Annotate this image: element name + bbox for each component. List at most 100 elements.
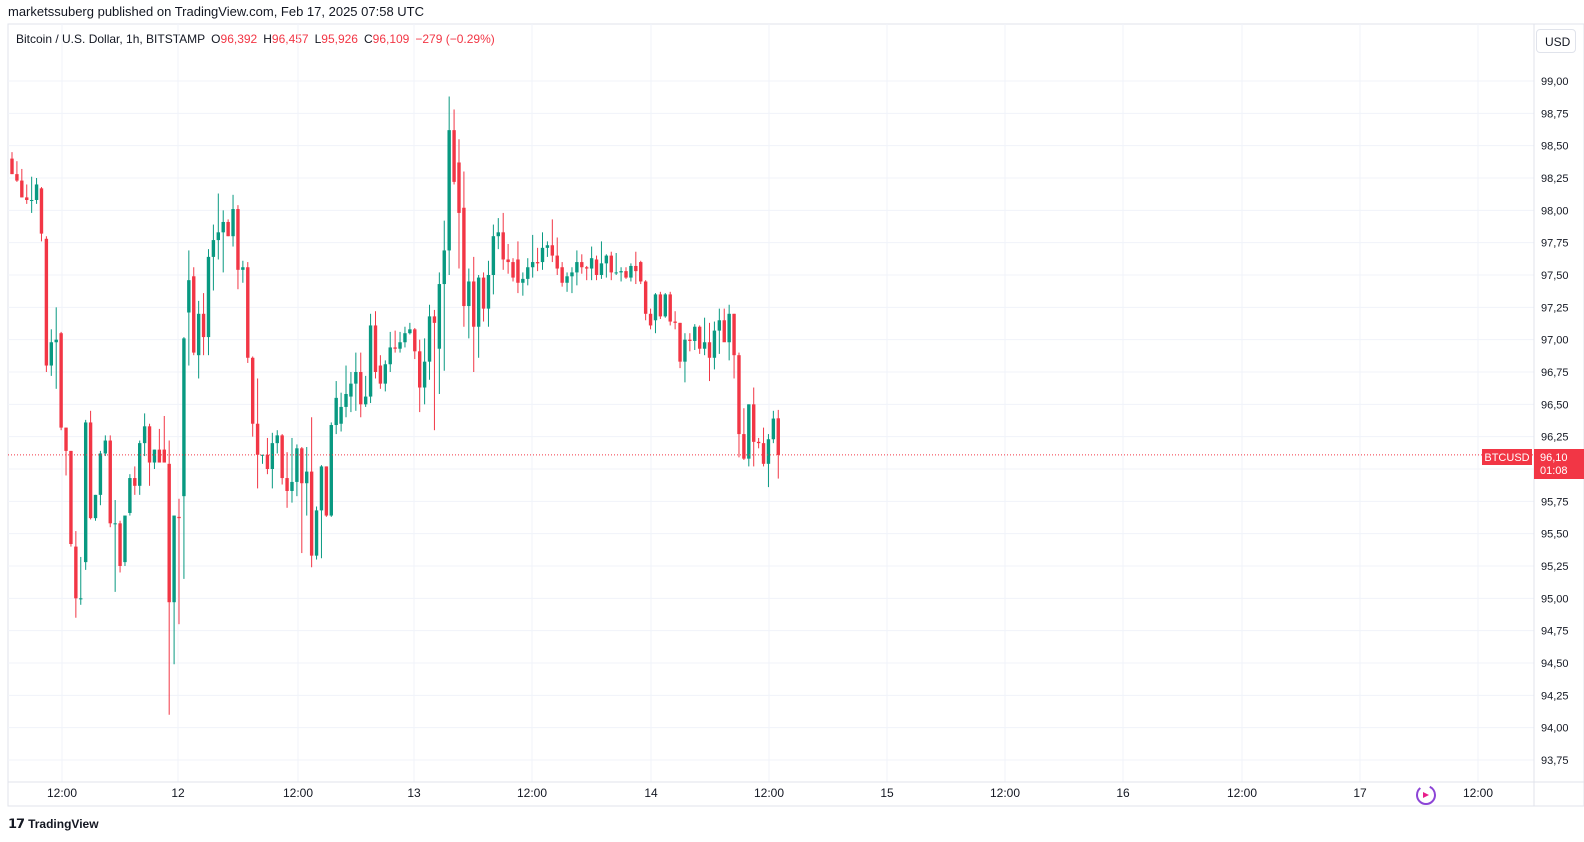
symbol-tag-text: BTCUSD (1484, 452, 1529, 464)
candle-body (54, 339, 58, 343)
candle-body (59, 333, 63, 428)
sync-icon[interactable] (1416, 785, 1436, 805)
candle-body (44, 238, 49, 366)
x-tick-label: 13 (407, 786, 421, 800)
candles (10, 96, 780, 715)
y-tick-label: 96,50 (1541, 399, 1569, 411)
candle-body (555, 255, 559, 269)
candle-body (250, 357, 255, 424)
candle-body (133, 478, 137, 486)
y-tick-label: 94,25 (1541, 690, 1569, 702)
candle-body (196, 313, 201, 356)
candle-body (157, 449, 162, 463)
candle-body (408, 329, 412, 334)
candle-body (609, 255, 613, 273)
candle-body (643, 281, 648, 314)
candle-body (285, 478, 289, 491)
candle-body (314, 510, 319, 556)
candle-body (10, 158, 14, 175)
candle-body (74, 546, 78, 599)
y-tick-label: 98,00 (1541, 205, 1569, 217)
candle-body (290, 481, 294, 491)
candle-body (113, 523, 117, 525)
x-tick-label: 12:00 (990, 786, 1020, 800)
open-label: O (211, 32, 221, 46)
candle-body (334, 397, 338, 426)
candle-body (766, 439, 771, 464)
candle-body (64, 427, 68, 451)
y-tick-label: 96,75 (1541, 367, 1569, 379)
last-price-tag[interactable]: BTCUSD 96,10 01:08 (1482, 449, 1584, 479)
candle-body (241, 267, 245, 270)
candle-body (39, 188, 44, 234)
close-label: C (363, 32, 373, 46)
candle-body (324, 466, 329, 516)
candle-body (594, 259, 599, 275)
candle-body (172, 515, 176, 603)
candle-body (486, 275, 491, 309)
candle-body (501, 232, 505, 260)
candle-body (305, 471, 309, 484)
candle-body (658, 294, 663, 317)
candle-body (368, 325, 373, 397)
candle-body (452, 130, 456, 182)
candle-body (521, 278, 525, 283)
candle-body (260, 454, 265, 456)
candle-body (560, 267, 564, 283)
candle-body (192, 276, 196, 353)
candle-body (678, 322, 682, 362)
y-axis: 93,75 94,00 94,25 94,50 94,75 95,00 95,25 95,50… (1533, 24, 1569, 806)
candle-body (575, 262, 579, 273)
y-tick-label: 93,75 (1541, 755, 1569, 767)
candle-body (437, 284, 442, 349)
candle-body (413, 329, 417, 352)
candle-body (69, 450, 73, 545)
candle-body (231, 209, 235, 237)
candle-body (771, 418, 776, 440)
candle-body (639, 262, 643, 282)
candle-body (25, 197, 29, 200)
candle-body (216, 232, 221, 241)
candle-body (717, 320, 722, 331)
y-tick-label: 95,25 (1541, 561, 1569, 573)
candle-body (481, 277, 486, 309)
candle-body (79, 598, 83, 600)
y-tick-label: 99,00 (1541, 76, 1569, 88)
candle-body (526, 267, 530, 279)
x-tick-label: 12:00 (283, 786, 313, 800)
candle-body (619, 271, 623, 273)
symbol-tag-bg (1482, 449, 1532, 465)
y-tick-label: 95,50 (1541, 529, 1569, 541)
candle-body (457, 162, 461, 213)
candle-body (152, 449, 157, 463)
candle-body (614, 272, 618, 274)
candle-body (211, 240, 216, 257)
candle-body (683, 339, 687, 362)
change-value: −279 (−0.29%) (415, 32, 495, 46)
price-tag-bg (1534, 449, 1584, 479)
y-tick-label: 98,50 (1541, 141, 1569, 153)
y-tick-label: 97,75 (1541, 238, 1569, 250)
tradingview-logo-icon[interactable]: 𝟭𝟳 (8, 816, 25, 831)
candle-body (702, 342, 707, 349)
open-value: 96,392 (220, 32, 258, 46)
grid (8, 24, 1534, 782)
footer: 𝟭𝟳 TradingView (8, 816, 99, 832)
candle-body (432, 316, 437, 323)
candle-body (373, 325, 378, 372)
candle-body (742, 434, 746, 459)
published-info: marketssuberg published on TradingView.c… (8, 4, 424, 19)
currency-button[interactable]: USD (1536, 29, 1576, 53)
candle-body (388, 347, 392, 365)
y-tick-label: 94,50 (1541, 658, 1569, 670)
candle-body (629, 265, 633, 278)
candle-body (506, 259, 510, 263)
x-tick-label: 12:00 (1463, 786, 1493, 800)
y-tick-label: 95,75 (1541, 496, 1569, 508)
candle-body (246, 267, 250, 358)
candle-body (417, 351, 422, 388)
candle-body (653, 294, 658, 321)
candle-body (545, 245, 550, 248)
candle-body (491, 236, 496, 275)
